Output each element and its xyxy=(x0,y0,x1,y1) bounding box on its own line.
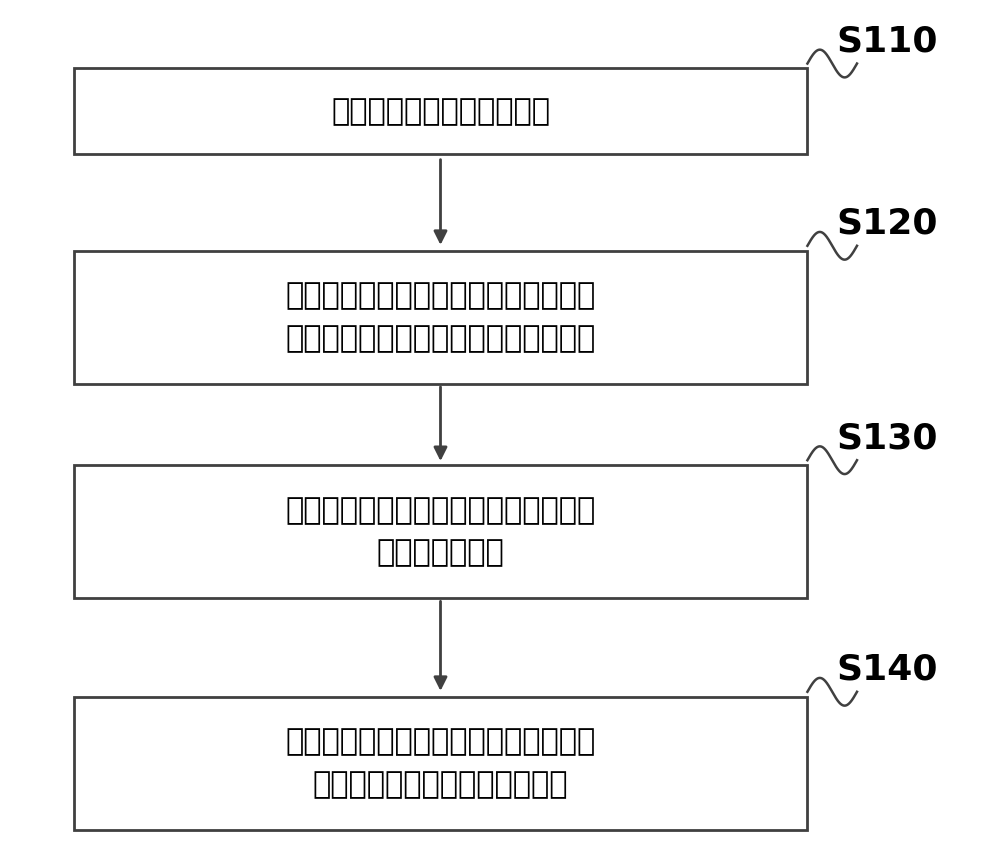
Bar xyxy=(74,68,807,154)
Bar xyxy=(74,465,807,598)
Bar xyxy=(74,251,807,384)
Text: S130: S130 xyxy=(836,421,938,456)
Text: 根据电阻信息，确定目标发光组件的第
一工作电流信息: 根据电阻信息，确定目标发光组件的第 一工作电流信息 xyxy=(285,495,596,567)
Text: S120: S120 xyxy=(836,207,938,241)
Bar xyxy=(74,697,807,830)
Text: 根据标识，导通目标发光组件的电阻采
样回路，获取目标发光组件的电阻信息: 根据标识，导通目标发光组件的电阻采 样回路，获取目标发光组件的电阻信息 xyxy=(285,281,596,353)
Text: 根据第一工作电流信息，导通目标发光
组件的工作电路和温度采样回路: 根据第一工作电流信息，导通目标发光 组件的工作电路和温度采样回路 xyxy=(285,727,596,799)
Text: S140: S140 xyxy=(836,653,938,687)
Text: S110: S110 xyxy=(836,24,938,59)
Text: 接收对发光模组的调节指令: 接收对发光模组的调节指令 xyxy=(331,97,550,126)
